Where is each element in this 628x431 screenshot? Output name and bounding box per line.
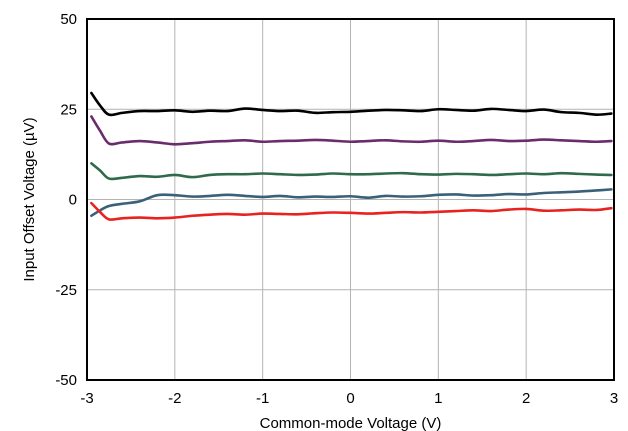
y-tick-label: 0 — [69, 192, 77, 209]
y-tick-label: -25 — [55, 282, 77, 299]
y-tick-label: 25 — [60, 101, 77, 118]
series-layer — [90, 91, 613, 221]
series-line-2 — [90, 115, 613, 146]
x-tick-label: 0 — [346, 390, 354, 407]
x-tick-label: -2 — [168, 390, 181, 407]
y-tick-label: -50 — [55, 372, 77, 389]
x-axis-label: Common-mode Voltage (V) — [260, 415, 442, 431]
y-tick-labels: -50 -25 0 25 50 — [55, 11, 77, 389]
x-tick-label: -3 — [80, 390, 93, 407]
series-line-5 — [90, 201, 613, 221]
x-tick-labels: -3 -2 -1 0 1 2 3 — [80, 390, 618, 407]
y-axis-label: Input Offset Voltage (µV) — [21, 117, 38, 281]
series-line-3 — [90, 162, 613, 181]
y-tick-label: 50 — [60, 11, 77, 28]
plot-frame — [86, 18, 615, 381]
x-tick-label: 1 — [434, 390, 442, 407]
x-tick-label: 2 — [522, 390, 530, 407]
series-line-4 — [90, 188, 613, 218]
x-tick-label: -1 — [256, 390, 269, 407]
series-line-1 — [90, 91, 613, 117]
x-tick-label: 3 — [610, 390, 618, 407]
